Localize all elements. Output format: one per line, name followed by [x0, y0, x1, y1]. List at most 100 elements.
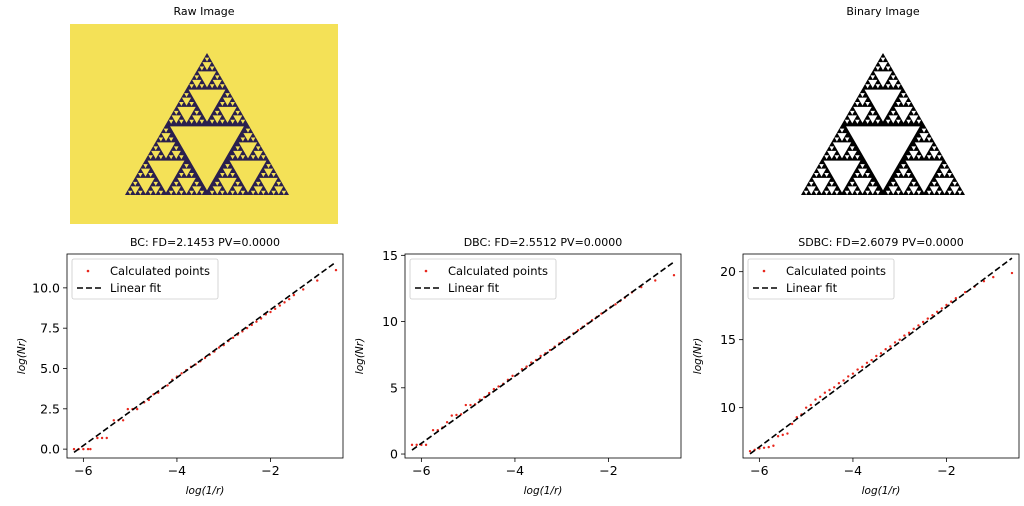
binary-image-panel: Binary Image — [801, 5, 965, 195]
data-point — [748, 450, 752, 453]
data-point — [231, 336, 235, 340]
fractal-hole — [189, 101, 194, 106]
fractal-hole — [827, 186, 837, 195]
fractal-hole — [132, 181, 138, 186]
fractal-hole — [860, 93, 865, 98]
data-point — [497, 385, 500, 388]
fractal-hole — [896, 190, 901, 195]
fractal-hole — [853, 177, 872, 194]
fractal-hole — [812, 177, 831, 194]
fractal-hole — [179, 119, 184, 124]
fractal-hole — [240, 155, 246, 160]
fractal-hole — [819, 164, 824, 169]
data-point — [269, 310, 272, 314]
fractal-hole — [880, 57, 886, 62]
fractal-hole — [921, 128, 927, 133]
fractal-hole — [814, 190, 819, 195]
fractal-hole — [168, 190, 174, 195]
fractal-hole — [950, 186, 960, 195]
data-point — [121, 419, 125, 422]
fractal-hole — [909, 186, 919, 195]
fractal-hole — [168, 137, 174, 142]
fractal-hole — [888, 186, 898, 195]
fractal-hole — [230, 119, 235, 124]
y-axis-label: log(Nr) — [16, 338, 28, 374]
x-tick-label: −6 — [412, 463, 430, 478]
fractal-hole — [849, 146, 855, 151]
fractal-hole — [136, 177, 155, 194]
data-point — [790, 422, 794, 426]
data-point — [539, 354, 542, 358]
data-point — [776, 435, 780, 438]
fractal-hole — [127, 190, 133, 195]
fractal-hole — [271, 190, 276, 195]
sdbc-chart: SDBC: FD=2.6079 PV=0.0000 −6 −4 −2 10 15 20 log… — [692, 236, 1020, 497]
fractal-hole — [158, 155, 164, 160]
fractal-hole — [916, 190, 922, 195]
fractal-hole — [156, 142, 176, 159]
fractal-hole — [177, 177, 196, 194]
fractal-hole — [896, 119, 901, 124]
data-point — [488, 391, 491, 395]
fractal-hole — [189, 172, 194, 177]
data-point — [992, 275, 995, 279]
data-point — [431, 428, 435, 432]
data-point — [861, 365, 864, 369]
fractal-hole — [905, 160, 943, 193]
fractal-hole — [199, 119, 205, 124]
data-point — [856, 368, 859, 371]
fractal-hole — [168, 119, 174, 124]
fractal-hole — [255, 181, 261, 186]
fractal-hole — [875, 190, 881, 195]
data-point — [814, 398, 817, 401]
fractal-hole — [148, 190, 153, 195]
fractal-hole — [158, 137, 164, 142]
fractal-hole — [225, 93, 230, 98]
fractal-hole — [885, 190, 891, 195]
data-point — [511, 374, 514, 378]
legend-points-marker — [424, 269, 428, 273]
x-tick-label: −6 — [750, 463, 768, 478]
data-point — [964, 290, 967, 294]
fractal-hole — [849, 110, 855, 115]
data-point — [893, 341, 897, 344]
data-point — [180, 372, 183, 375]
data-point — [445, 421, 449, 424]
fractal-hole — [199, 66, 205, 71]
fractal-hole — [161, 133, 171, 142]
fractal-hole — [909, 115, 919, 124]
fractal-hole — [253, 150, 263, 159]
legend-fit-label: Linear fit — [448, 281, 500, 295]
fractal-hole — [857, 97, 868, 106]
data-point — [833, 386, 836, 389]
fractal-hole — [885, 84, 891, 89]
data-point — [931, 314, 934, 317]
data-point — [842, 379, 845, 382]
fractal-hole — [173, 146, 179, 151]
y-tick-label: 15 — [382, 248, 398, 263]
fractal-hole — [868, 115, 878, 124]
fractal-hole — [808, 181, 814, 186]
fractal-hole — [230, 172, 235, 177]
legend-points-marker — [86, 269, 90, 273]
fractal-hole — [192, 115, 202, 124]
fractal-hole — [926, 190, 932, 195]
data-point — [255, 320, 258, 323]
fractal-hole — [947, 172, 952, 177]
fractal-hole — [906, 190, 911, 195]
y-tick-label: 0 — [390, 447, 398, 462]
fractal-hole — [896, 84, 901, 89]
data-point — [851, 372, 855, 375]
fractal-hole — [225, 164, 230, 169]
fractal-hole — [202, 62, 212, 71]
fractal-hole — [855, 190, 860, 195]
y-tick-label: 10.0 — [32, 280, 60, 295]
x-axis-label: log(1/r) — [186, 485, 225, 497]
data-point — [614, 303, 617, 306]
fractal-hole — [240, 190, 246, 195]
y-tick-label: 5 — [390, 380, 398, 395]
fractal-hole — [192, 186, 202, 195]
fractal-hole — [888, 79, 898, 88]
data-point — [288, 297, 291, 301]
fractal-hole — [855, 172, 860, 177]
